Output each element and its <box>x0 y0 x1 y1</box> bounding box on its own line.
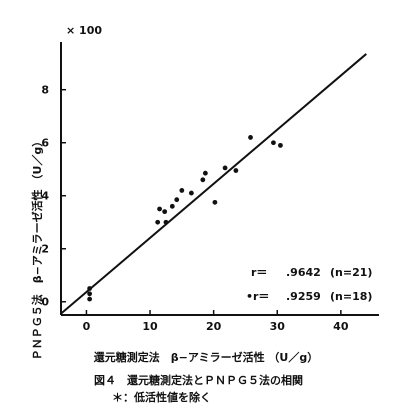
data-point <box>222 165 228 171</box>
y-tick-label: 2 <box>41 243 49 256</box>
x-axis-ticks: 0 10 20 30 40 <box>83 310 349 333</box>
annotation-r2: • r＝ .9259 (n=18) <box>246 290 372 303</box>
data-point <box>202 170 208 176</box>
y-tick-label: 6 <box>41 137 49 150</box>
annotation-r2-prefix: • <box>246 290 253 303</box>
annotation-r1-value: .9642 <box>286 266 321 279</box>
annotation-r1-n: (n=21) <box>330 266 372 279</box>
x-tick-label: 10 <box>142 320 158 333</box>
figure-footnote: ＊：低活性値を除く <box>112 390 211 404</box>
annotation-r1-label: r＝ <box>251 266 267 279</box>
data-point <box>162 209 168 215</box>
data-point <box>87 291 93 297</box>
x-tick-label: 40 <box>333 320 349 333</box>
y-scale-multiplier: × 100 <box>66 24 102 37</box>
annotation-r2-label: r＝ <box>253 290 269 303</box>
annotation-r1: r＝ .9642 (n=21) <box>251 266 372 279</box>
figure-caption: 図４ 還元糖測定法とＰＮＰＧ５法の相関 <box>94 373 303 387</box>
data-point <box>212 199 218 205</box>
data-point <box>200 177 206 183</box>
data-point <box>179 188 185 193</box>
y-tick-label: 8 <box>41 84 49 97</box>
data-point <box>169 203 175 209</box>
x-tick-label: 0 <box>83 320 91 333</box>
data-point <box>188 190 194 196</box>
data-point <box>155 219 161 225</box>
x-axis-label: 還元糖測定法 β−アミラーゼ活性 （U／g） <box>94 350 319 364</box>
annotation-r2-n: (n=18) <box>330 290 372 303</box>
data-point <box>271 140 276 146</box>
y-axis-ticks: 0 2 4 6 8 <box>41 84 66 309</box>
data-point <box>157 206 162 212</box>
data-point <box>174 197 180 203</box>
y-tick-label: 4 <box>41 190 49 203</box>
annotation-r2-value: .9259 <box>286 290 321 303</box>
y-tick-label: 0 <box>41 296 49 309</box>
data-point <box>248 135 253 140</box>
data-point <box>233 168 239 173</box>
data-point <box>87 296 93 302</box>
x-tick-label: 20 <box>206 320 222 333</box>
data-point <box>278 142 283 148</box>
y-axis-label: ＰＮＰＧ５法 β−アミラーゼ活性 （U／g） <box>30 136 44 361</box>
regression-line <box>60 53 367 315</box>
plot-axes <box>60 42 379 316</box>
x-tick-label: 30 <box>270 320 286 333</box>
